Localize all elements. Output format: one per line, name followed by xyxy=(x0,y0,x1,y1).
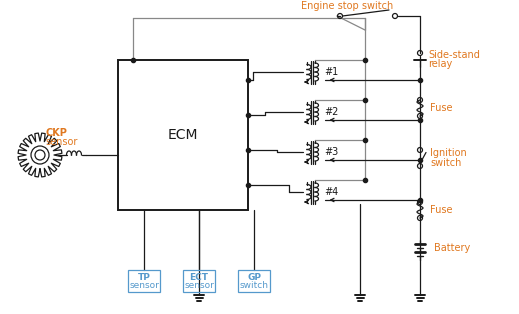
Text: ECT: ECT xyxy=(189,273,209,281)
Bar xyxy=(128,270,160,292)
Text: ECM: ECM xyxy=(168,128,198,142)
Text: Battery: Battery xyxy=(434,243,470,253)
Text: #4: #4 xyxy=(324,187,338,197)
Text: TP: TP xyxy=(138,273,151,281)
Text: CKP: CKP xyxy=(45,128,67,138)
Text: Side-stand: Side-stand xyxy=(428,50,480,60)
Text: sensor: sensor xyxy=(129,280,159,290)
Bar xyxy=(118,60,248,210)
Text: sensor: sensor xyxy=(184,280,214,290)
Text: relay: relay xyxy=(428,59,452,69)
Bar xyxy=(238,270,270,292)
Text: switch: switch xyxy=(430,158,461,168)
Text: Engine stop switch: Engine stop switch xyxy=(302,1,393,11)
Text: sensor: sensor xyxy=(45,137,77,147)
Text: #2: #2 xyxy=(324,107,338,117)
Text: #1: #1 xyxy=(324,67,338,77)
Text: switch: switch xyxy=(239,280,268,290)
Text: Ignition: Ignition xyxy=(430,148,467,158)
Text: GP: GP xyxy=(247,273,261,281)
Text: #3: #3 xyxy=(324,147,338,157)
Bar xyxy=(183,270,215,292)
Text: Fuse: Fuse xyxy=(430,103,453,113)
Text: Fuse: Fuse xyxy=(430,205,453,215)
